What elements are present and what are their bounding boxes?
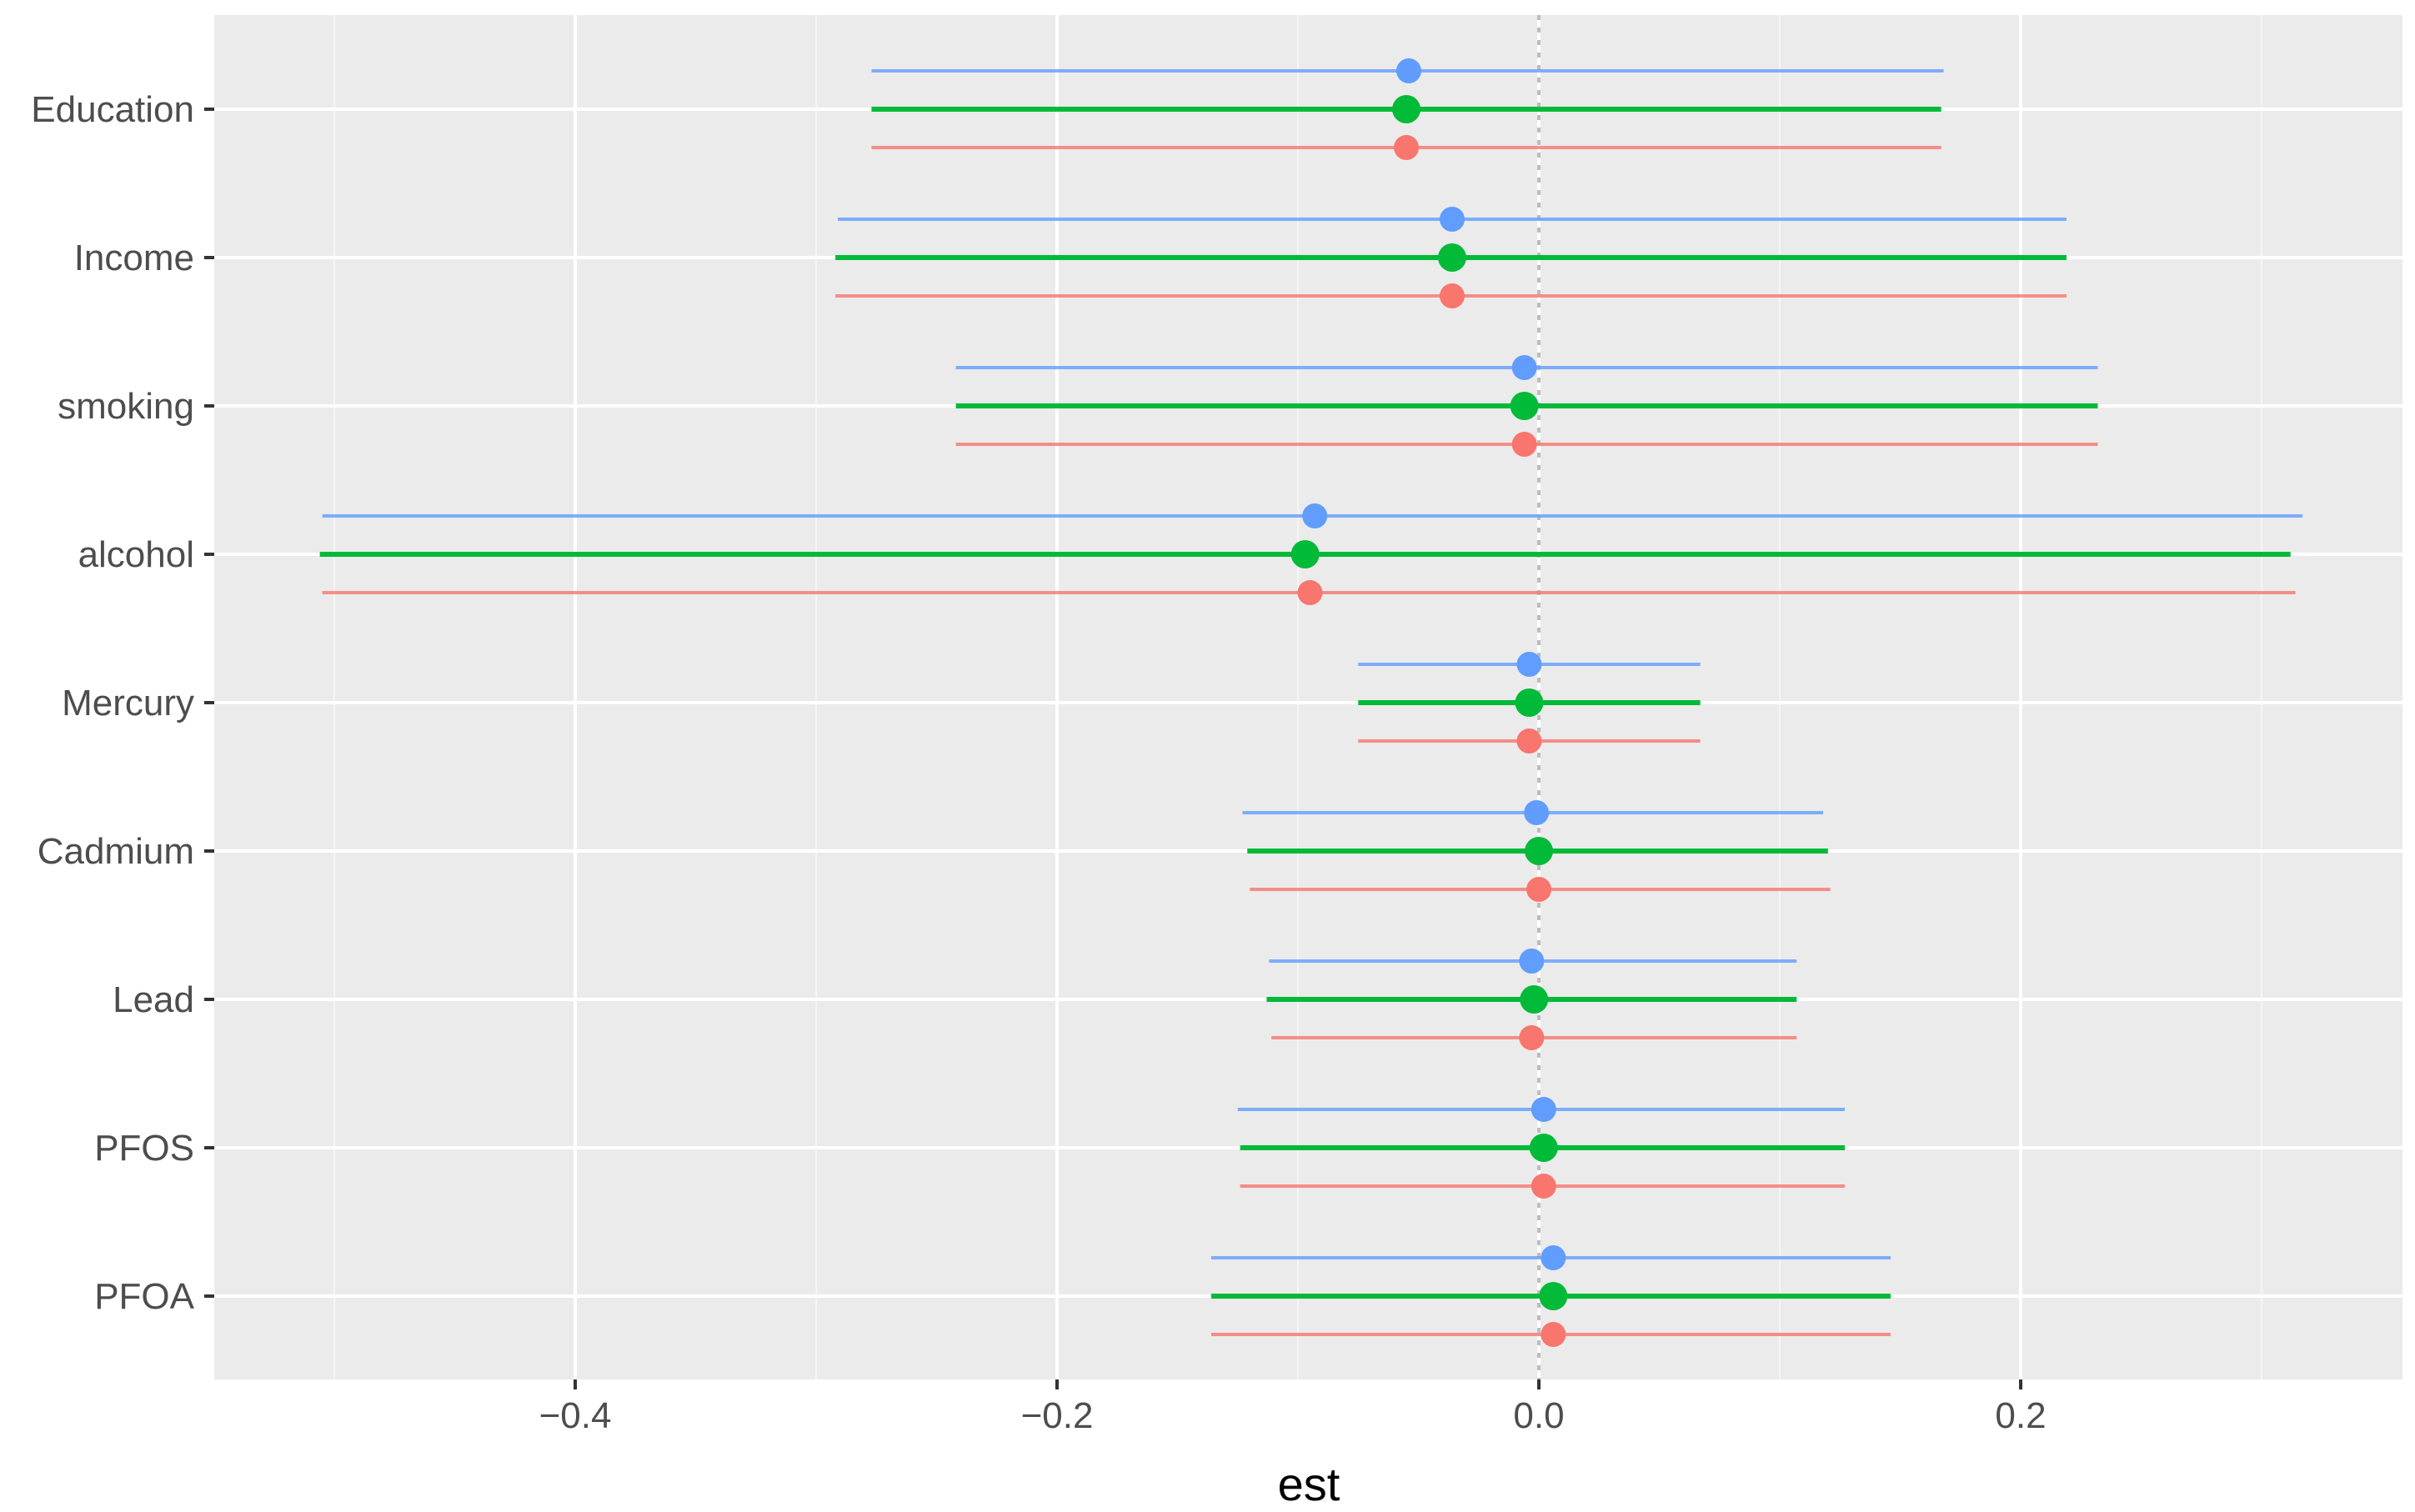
estimate-point-pfos-2: [1529, 1134, 1558, 1162]
estimate-point-mercury-2: [1515, 688, 1544, 717]
y-tick-label: Cadmium: [38, 831, 194, 872]
x-tick-label: 0.0: [1513, 1395, 1564, 1436]
estimate-point-lead-1: [1519, 949, 1545, 974]
panel-background: [214, 15, 2402, 1379]
x-tick-label: −0.4: [539, 1395, 612, 1436]
estimate-point-income-3: [1439, 283, 1465, 308]
estimate-marks: [319, 58, 2303, 1347]
estimate-point-education-3: [1394, 135, 1420, 160]
x-axis-title: est: [1278, 1458, 1340, 1510]
estimate-point-income-2: [1437, 243, 1466, 272]
y-tick-label: Mercury: [62, 683, 194, 723]
estimate-point-income-1: [1439, 207, 1465, 232]
estimate-point-alcohol-2: [1290, 540, 1320, 568]
estimate-point-mercury-1: [1516, 652, 1542, 677]
estimate-point-education-2: [1392, 95, 1421, 123]
estimate-point-pfos-3: [1531, 1174, 1556, 1199]
estimate-point-education-1: [1395, 58, 1421, 83]
estimate-point-pfoa-3: [1541, 1322, 1566, 1347]
estimate-point-cadmium-1: [1524, 800, 1550, 825]
x-tick-label: 0.2: [1995, 1395, 2046, 1436]
x-tick-label: −0.2: [1021, 1395, 1094, 1436]
minor-gridlines: [333, 15, 2262, 1379]
estimate-point-smoking-2: [1510, 392, 1539, 420]
estimate-point-alcohol-1: [1302, 503, 1328, 528]
y-tick-label: smoking: [58, 386, 194, 427]
y-tick-label: Education: [31, 89, 194, 130]
estimate-point-smoking-3: [1511, 432, 1537, 457]
y-tick-label: Income: [74, 238, 194, 278]
y-tick-label: PFOS: [94, 1128, 194, 1169]
estimate-point-lead-2: [1520, 985, 1549, 1014]
estimate-point-alcohol-3: [1297, 580, 1323, 605]
estimate-point-mercury-3: [1516, 728, 1542, 753]
estimate-point-lead-3: [1519, 1025, 1545, 1050]
y-tick-label: PFOA: [94, 1276, 194, 1317]
estimate-point-pfoa-1: [1541, 1245, 1566, 1270]
estimate-point-cadmium-3: [1526, 877, 1551, 902]
x-axis: −0.4 −0.2 0.0 0.2: [539, 1379, 2047, 1436]
estimate-point-pfoa-2: [1539, 1282, 1568, 1310]
estimate-point-cadmium-2: [1525, 837, 1553, 865]
estimate-point-pfos-1: [1531, 1097, 1556, 1122]
y-tick-label: alcohol: [78, 534, 194, 575]
estimate-point-smoking-1: [1511, 355, 1537, 380]
y-tick-label: Lead: [113, 979, 194, 1020]
y-axis: Education Income smoking alcohol Mercury Cadm…: [31, 89, 214, 1317]
